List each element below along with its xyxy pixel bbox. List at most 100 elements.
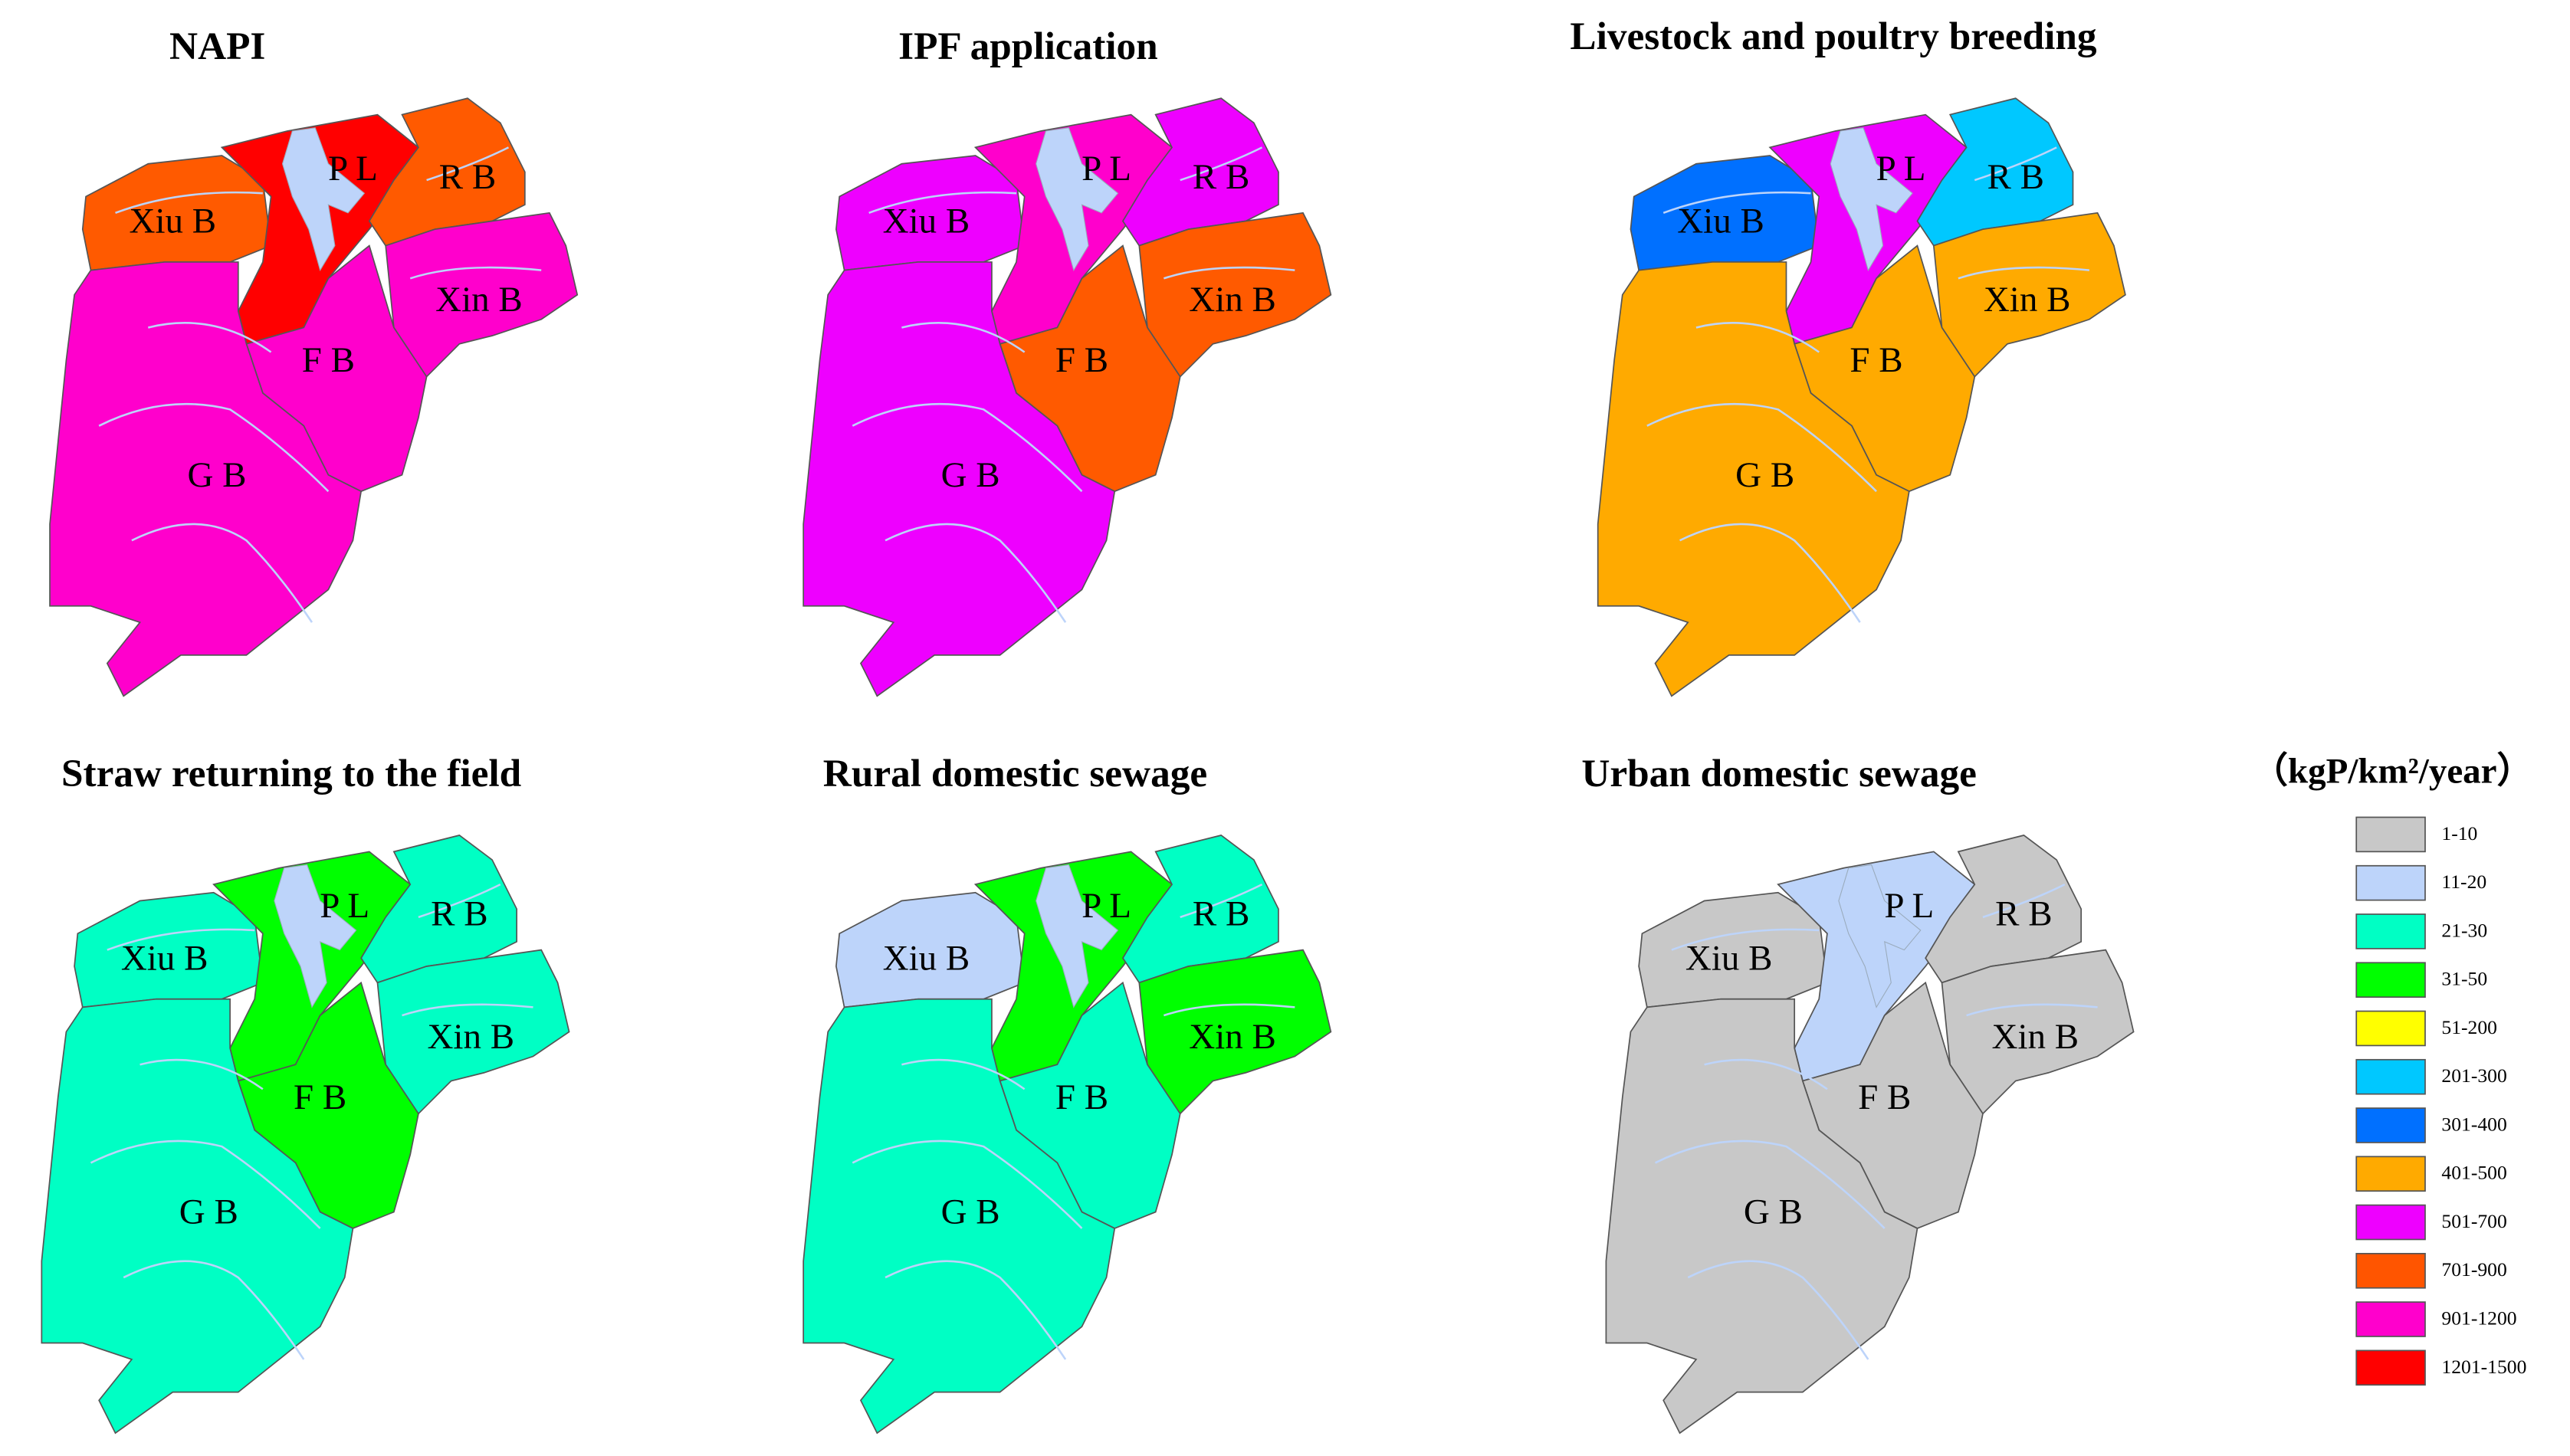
basin-label: Xin B (435, 280, 523, 320)
legend-swatch (2355, 816, 2426, 853)
legend-title: （kgP/km²/year） (2252, 752, 2533, 792)
river (1982, 883, 2066, 919)
river (1646, 402, 1877, 493)
river (1974, 146, 2057, 182)
river (885, 523, 1067, 623)
legend-swatch (2355, 1349, 2426, 1386)
panel-title: Livestock and poultry breeding (1570, 15, 2097, 58)
river (107, 928, 255, 951)
basin-label: G B (1744, 1192, 1803, 1232)
basin-label: G B (941, 455, 1000, 495)
legend-label: 21-30 (2441, 919, 2487, 941)
basin-label: F B (294, 1077, 346, 1117)
basin (41, 998, 354, 1435)
river (1966, 1003, 2098, 1017)
legend-swatch (2355, 1252, 2426, 1289)
river (131, 523, 313, 623)
river (139, 1058, 264, 1090)
basin-label: P L (1876, 149, 1926, 189)
legend-swatch (2355, 1156, 2426, 1192)
basin-label: P L (1082, 886, 1131, 926)
basin-label: G B (1735, 455, 1794, 495)
basin-label: Xin B (1984, 280, 2071, 320)
river (147, 322, 272, 353)
basin-map: Xiu B P L R B Xin B F B G B (803, 835, 1332, 1435)
basin-label: G B (179, 1192, 238, 1232)
basin-label: F B (1055, 1077, 1108, 1117)
basin (803, 998, 1116, 1435)
panel-title: IPF application (898, 25, 1158, 68)
basin (803, 261, 1116, 697)
lake (274, 864, 357, 1008)
river (852, 1140, 1083, 1229)
river (1704, 1058, 1828, 1090)
legend-label: 901-1200 (2441, 1307, 2516, 1330)
basin-label: Xin B (1189, 280, 1276, 320)
basin-label: R B (1987, 157, 2043, 197)
legend-label: 701-900 (2441, 1258, 2506, 1281)
legend-swatch (2355, 913, 2426, 949)
river (115, 191, 263, 215)
river (1679, 523, 1861, 623)
basin-label: Xiu B (121, 938, 208, 978)
river (402, 1003, 533, 1017)
basin-map: Xiu B P L R B Xin B F B G B (41, 835, 570, 1435)
river (1662, 191, 1811, 215)
basin-label: P L (320, 886, 369, 926)
legend-swatch (2355, 1058, 2426, 1095)
basin-label: P L (1082, 149, 1131, 189)
lake (1830, 127, 1913, 271)
river (409, 266, 542, 280)
river (418, 883, 501, 919)
lake (1036, 127, 1119, 271)
lake (1838, 864, 1922, 1008)
legend-swatch (2355, 1204, 2426, 1241)
river (1958, 266, 2090, 280)
river (901, 322, 1026, 353)
legend-label: 51-200 (2441, 1016, 2497, 1038)
basin-label: Xiu B (1677, 202, 1764, 241)
basin-label: F B (1055, 340, 1108, 380)
river (426, 146, 510, 182)
basin (835, 155, 1026, 271)
legend-label: 1201-1500 (2441, 1356, 2526, 1378)
legend-swatch (2355, 864, 2426, 901)
basin (81, 155, 272, 271)
basin-map: Xiu B P L R B Xin B F B G B (803, 97, 1332, 697)
legend-label: 401-500 (2441, 1162, 2506, 1184)
legend-swatch (2355, 1107, 2426, 1143)
panel-title: Straw returning to the field (61, 752, 521, 795)
lake (1036, 864, 1119, 1008)
basin (74, 891, 264, 1008)
legend-label: 501-700 (2441, 1210, 2506, 1232)
river (1671, 928, 1820, 951)
panel-title: NAPI (169, 25, 265, 68)
river (852, 402, 1083, 493)
basin (1605, 998, 1918, 1435)
river (901, 1058, 1026, 1090)
basin-label: F B (1858, 1077, 1911, 1117)
basin-label: P L (1884, 886, 1934, 926)
basin-label: R B (1193, 157, 1249, 197)
basin-label: Xin B (1189, 1017, 1276, 1057)
river (98, 402, 330, 493)
basin (835, 891, 1026, 1008)
basin-map: Xiu B P L R B Xin B F B G B (1597, 97, 2126, 697)
basin-label: P L (328, 149, 378, 189)
river (90, 1140, 321, 1229)
basin (49, 261, 363, 697)
legend-label: 201-300 (2441, 1064, 2506, 1087)
panel-title: Urban domestic sewage (1581, 752, 1977, 795)
lake (281, 127, 366, 271)
basin-label: F B (302, 340, 355, 380)
basin-map: Xiu B P L R B Xin B F B G B (49, 97, 579, 697)
panel-title: Rural domestic sewage (823, 752, 1207, 795)
basin (1597, 261, 1910, 697)
river (868, 191, 1017, 215)
river (1695, 322, 1820, 353)
river (885, 1260, 1067, 1360)
river (1654, 1140, 1886, 1229)
basin-label: Xin B (427, 1017, 514, 1057)
river (1687, 1260, 1869, 1360)
legend-label: 31-50 (2441, 968, 2487, 990)
